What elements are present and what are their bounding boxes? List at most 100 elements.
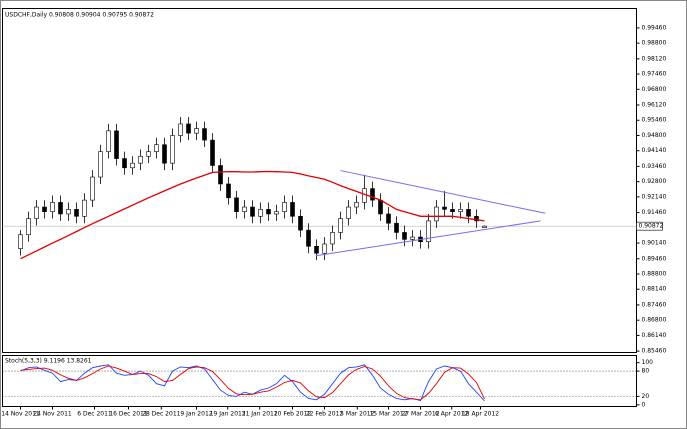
candle-body — [50, 202, 55, 212]
candle-body — [290, 202, 295, 217]
y-tick-label: 0.97460 — [642, 71, 667, 78]
y-tick-label: 0 — [642, 401, 646, 408]
chart-title: USDCHF,Daily 0.90808 0.90904 0.90795 0.9… — [5, 12, 154, 19]
x-tick-label: 28 Dec 2011 — [142, 411, 181, 418]
candle-body — [266, 209, 271, 215]
y-tick-label: 0.88800 — [642, 271, 667, 278]
candle-body — [274, 211, 279, 215]
candle-body — [378, 199, 383, 215]
candle-body — [154, 144, 159, 152]
candle-body — [338, 218, 343, 233]
candle-body — [354, 202, 359, 208]
candle-body — [234, 197, 239, 212]
x-tick-label: 19 Jan 2012 — [210, 411, 246, 418]
candle-body — [434, 206, 439, 222]
candle-body — [298, 215, 303, 231]
y-tick-label: 0.86140 — [642, 332, 667, 339]
candle-body — [410, 236, 415, 240]
candle-body — [130, 162, 135, 169]
x-tick-label: 6 Dec 2011 — [77, 411, 112, 418]
candle-body — [66, 209, 71, 215]
y-tick-label: 0.90140 — [642, 240, 667, 247]
candle-body — [74, 209, 79, 217]
candle-body — [450, 209, 455, 212]
candle-body — [98, 151, 103, 178]
x-tick-label: 27 Mar 2012 — [401, 411, 439, 418]
candle-body — [210, 139, 215, 166]
trendline — [340, 170, 546, 214]
candle-body — [202, 128, 207, 141]
candle-body — [194, 128, 199, 134]
candle-body — [306, 229, 311, 247]
candle-body — [146, 151, 151, 157]
candle-body — [426, 220, 431, 242]
moving-average — [20, 170, 485, 260]
candle-body — [138, 155, 143, 164]
y-tick-label: 0.98120 — [642, 55, 667, 62]
candle-body — [314, 245, 319, 254]
y-tick-label: 100 — [642, 359, 654, 366]
candle-body — [394, 222, 399, 233]
candle-body — [282, 202, 287, 212]
x-tick-label: 5 Mar 2012 — [340, 411, 374, 418]
stoch-panel — [2, 355, 637, 407]
candle-body — [34, 206, 39, 219]
candle-body — [106, 130, 111, 152]
candle-body — [442, 206, 447, 210]
y-tick-label: 80 — [642, 368, 650, 375]
y-tick-label: 0.87460 — [642, 301, 667, 308]
x-tick-label: 18 Apr 2012 — [462, 411, 499, 418]
candle-body — [82, 199, 87, 217]
candle-body — [322, 243, 327, 254]
candle-body — [186, 123, 191, 134]
y-tick-label: 0.94800 — [642, 132, 667, 139]
candle-body — [346, 206, 351, 219]
last-price-box — [636, 221, 663, 231]
candle-body — [42, 206, 47, 212]
y-tick-label: 0.93460 — [642, 163, 667, 170]
y-tick-label: 0.92800 — [642, 178, 667, 185]
candle-body — [474, 215, 479, 222]
x-tick-label: 15 Mar 2012 — [369, 411, 407, 418]
stoch-title: Stoch(5,3,3) 9.1196 13.8261 — [5, 358, 92, 365]
x-tick-label: 6 Apr 2012 — [435, 411, 468, 418]
candle-body — [170, 135, 175, 164]
candle-body — [218, 165, 223, 185]
candle-body — [114, 130, 119, 159]
y-tick-label: 0.99460 — [642, 24, 667, 31]
candle-body — [90, 176, 95, 201]
candle-body — [402, 232, 407, 240]
y-tick-label: 20 — [642, 393, 650, 400]
y-tick-label: 0.89460 — [642, 255, 667, 262]
candle-body — [226, 183, 231, 199]
y-tick-label: 0.94140 — [642, 147, 667, 154]
y-tick-label: 0.86800 — [642, 317, 667, 324]
x-tick-label: 31 Jan 2012 — [242, 411, 278, 418]
candle-body — [258, 209, 263, 217]
candle-body — [458, 209, 463, 212]
x-tick-label: 16 Dec 2011 — [109, 411, 148, 418]
y-tick-label: 0.98800 — [642, 40, 667, 47]
y-tick-label: 0.85460 — [642, 348, 667, 355]
x-tick-label: 22 Feb 2012 — [306, 411, 344, 418]
candle-body — [250, 206, 255, 217]
candle-body — [18, 234, 23, 249]
y-tick-label: 0.96120 — [642, 102, 667, 109]
stoch-line — [20, 365, 485, 401]
candle-body — [370, 188, 375, 201]
last-price-label: 0.90872 — [639, 223, 664, 230]
candle-body — [330, 232, 335, 245]
trendline — [315, 220, 541, 257]
candle-body — [162, 144, 167, 164]
x-tick-label: 24 Nov 2011 — [33, 411, 72, 418]
candle-body — [178, 123, 183, 136]
y-tick-label: 0.88140 — [642, 286, 667, 293]
candle-body — [242, 206, 247, 212]
price-panel — [2, 8, 637, 353]
candle-body — [122, 158, 127, 169]
x-tick-label: 9 Jan 2012 — [180, 411, 212, 418]
candle-body — [386, 213, 391, 224]
